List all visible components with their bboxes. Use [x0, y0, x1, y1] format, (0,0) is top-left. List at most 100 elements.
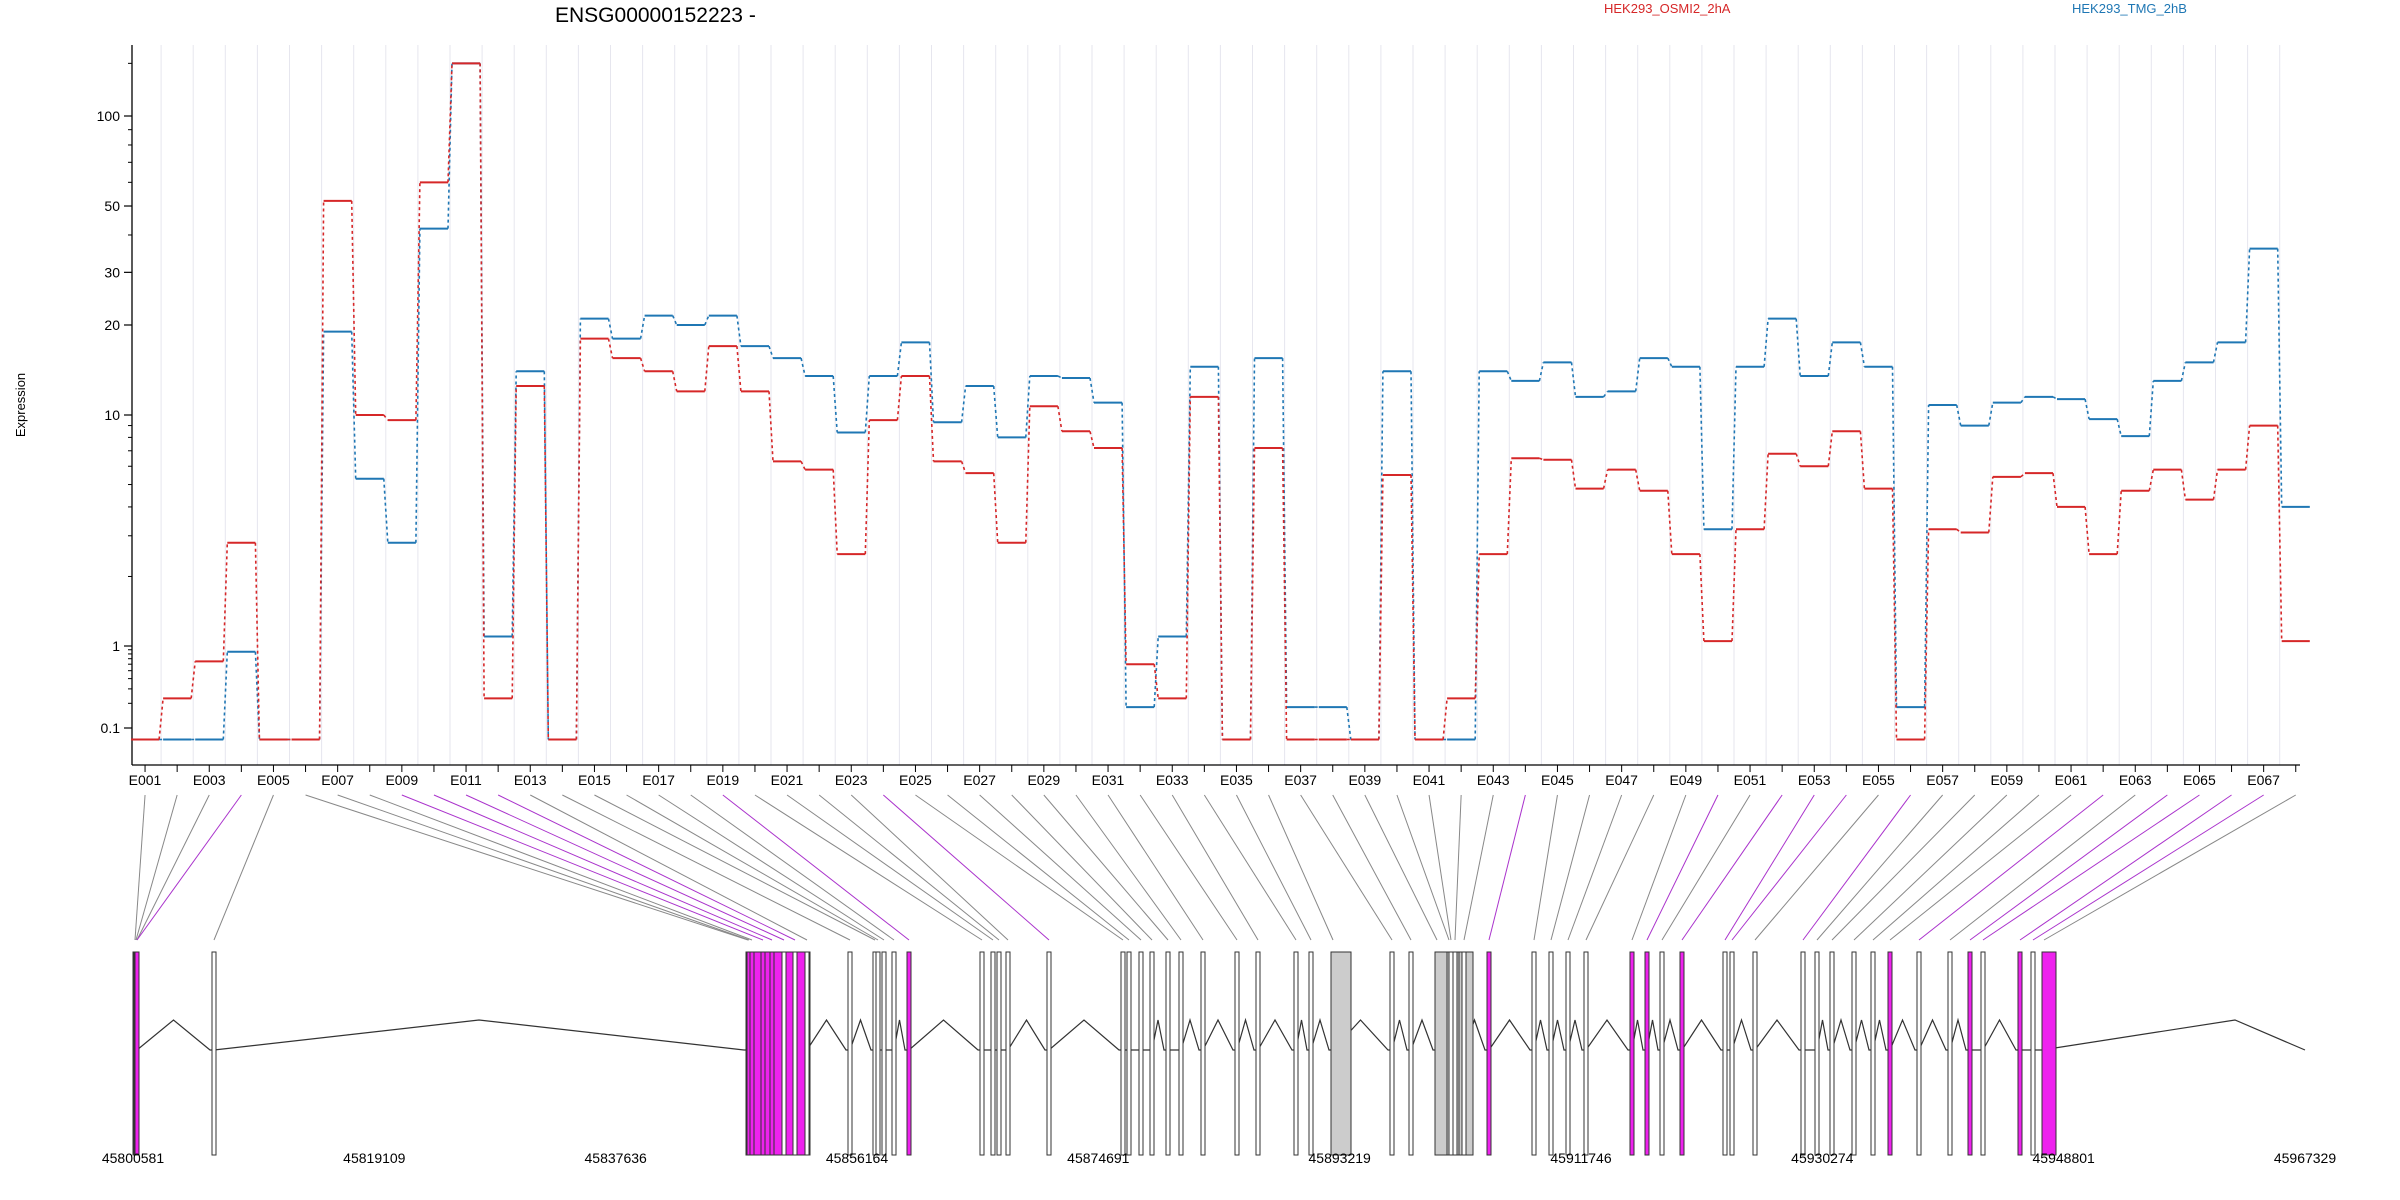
expression-step-line — [2244, 425, 2251, 470]
exon-connector — [562, 794, 851, 941]
exon-box — [745, 951, 811, 1156]
exon-box — [1234, 951, 1240, 1156]
x-tick-label: E003 — [193, 772, 226, 788]
exon-connector — [883, 794, 1050, 941]
expression-step-line — [736, 346, 742, 392]
exon-box — [1565, 951, 1571, 1156]
exon-connector — [337, 794, 750, 941]
exon-box — [1149, 951, 1155, 1156]
x-tick-label: E051 — [1734, 772, 1767, 788]
exon-box — [1461, 951, 1467, 1156]
exon-connector — [136, 794, 242, 941]
expression-step-line — [479, 63, 485, 699]
exon-connector — [1918, 794, 2104, 941]
x-tick-label: E057 — [1926, 772, 1959, 788]
y-tick-label: 30 — [104, 264, 120, 280]
exon-connector — [1171, 794, 1259, 941]
expression-step-line — [383, 478, 389, 543]
intron-backbone — [133, 1017, 2306, 1051]
genomic-coordinate-label: 45856164 — [826, 1150, 889, 1166]
chart-title: ENSG00000152223 - — [555, 4, 756, 27]
x-tick-label: E067 — [2247, 772, 2280, 788]
x-tick-label: E029 — [1027, 772, 1060, 788]
expression-step-line — [1763, 453, 1769, 530]
exon-connector — [213, 794, 274, 941]
exon-connector — [979, 794, 1142, 941]
expression-step-line — [2212, 469, 2219, 500]
exon-connector — [1816, 794, 1944, 941]
expression-step-line — [447, 63, 453, 183]
expression-step-line — [511, 386, 517, 699]
exon-connector — [1428, 794, 1452, 941]
genomic-coordinate-label: 45911746 — [1550, 1150, 1611, 1166]
exon-connector — [1872, 794, 2040, 941]
expression-step-line — [1699, 554, 1705, 642]
expression-step-line — [1474, 554, 1480, 699]
exon-connector — [722, 794, 910, 941]
exon-connector — [658, 794, 885, 941]
y-tick-label: 0.1 — [101, 720, 121, 736]
exon-connector-lines — [134, 794, 2296, 941]
x-tick-label: E047 — [1605, 772, 1638, 788]
expression-step-line — [1057, 375, 1063, 379]
exon-box — [996, 951, 1002, 1156]
exon-connector — [786, 794, 994, 941]
exon-box — [875, 951, 881, 1156]
exon-box — [1980, 951, 1986, 1156]
exon-box — [1389, 951, 1395, 1156]
exon-connector — [1332, 794, 1412, 941]
expression-step-line — [2180, 469, 2187, 500]
x-tick-label: E019 — [706, 772, 739, 788]
expression-step-line — [543, 386, 550, 740]
exon-connector — [1681, 794, 1783, 941]
exon-box — [1452, 951, 1458, 1156]
exon-connector — [1661, 794, 1751, 941]
genomic-coordinate-label: 45874691 — [1067, 1150, 1130, 1166]
expression-step-line — [1506, 371, 1513, 382]
expression-step-line — [2116, 490, 2122, 555]
expression-step-line — [768, 345, 774, 359]
x-tick-label: E063 — [2119, 772, 2152, 788]
exon-box — [1659, 951, 1665, 1156]
exon-box — [1916, 951, 1922, 1156]
exon-box — [1293, 951, 1299, 1156]
exon-connector — [1396, 794, 1450, 941]
expression-step-line — [639, 315, 646, 339]
exon-box — [1138, 951, 1144, 1156]
expression-step-line — [928, 375, 935, 462]
series-HEK293_OSMI2_2hA — [131, 62, 2310, 741]
exon-box — [1814, 951, 1820, 1156]
exon-connector — [2032, 794, 2264, 941]
exon-box — [1722, 951, 1728, 1156]
exon-connector — [594, 794, 876, 941]
exon-box — [781, 951, 787, 1156]
x-tick-label: E001 — [129, 772, 162, 788]
expression-step-line — [254, 542, 261, 740]
exon-connector — [1236, 794, 1312, 941]
gene-model-track — [132, 951, 2306, 1156]
x-tick-label: E021 — [771, 772, 804, 788]
exon-connector — [1139, 794, 1238, 941]
exon-box — [2030, 951, 2036, 1156]
exon-box — [2041, 951, 2057, 1156]
exon-connector — [818, 794, 1000, 941]
y-axis-label: Expression — [13, 373, 28, 437]
x-tick-label: E033 — [1156, 772, 1189, 788]
x-tick-label: E053 — [1798, 772, 1831, 788]
expression-step-line — [1891, 366, 1898, 708]
exon-connector — [947, 794, 1130, 941]
expression-step-line — [1539, 457, 1544, 461]
x-tick-label: E059 — [1990, 772, 2023, 788]
expression-step-line — [415, 228, 421, 543]
expression-step-line — [1057, 406, 1063, 432]
exon-box — [1308, 951, 1314, 1156]
expression-step-line — [960, 385, 967, 423]
expression-step-line — [1025, 406, 1031, 543]
expression-step-line — [1378, 474, 1384, 740]
x-tick-label: E027 — [963, 772, 996, 788]
exon-connector — [1949, 794, 2136, 941]
expression-step-line — [1410, 371, 1416, 740]
exon-connector — [1831, 794, 1976, 941]
x-tick-label: E023 — [835, 772, 868, 788]
genomic-coordinate-label: 45837636 — [585, 1150, 648, 1166]
